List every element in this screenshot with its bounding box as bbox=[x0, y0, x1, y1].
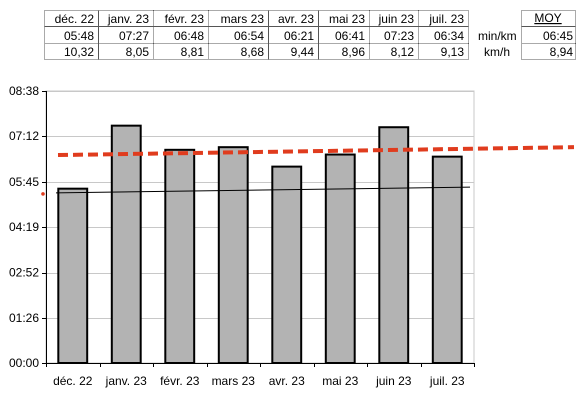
table-pace-1: 07:27 bbox=[119, 29, 149, 43]
y-tick-label-6: 08:38 bbox=[9, 84, 39, 98]
table-month-1: janv. 23 bbox=[107, 12, 149, 26]
x-tick-label-1: janv. 23 bbox=[105, 374, 147, 388]
table-month-4: avr. 23 bbox=[278, 12, 314, 26]
y-tick-label-0: 00:00 bbox=[9, 356, 39, 370]
x-tick-label-3: mars 23 bbox=[212, 374, 256, 388]
x-tick-label-7: juil. 23 bbox=[429, 374, 465, 388]
y-tick-label-2: 02:52 bbox=[9, 266, 39, 280]
reference-line-0 bbox=[57, 145, 575, 158]
bar-0 bbox=[57, 187, 89, 364]
bar-2 bbox=[164, 148, 196, 364]
reference-line-1 bbox=[55, 186, 471, 194]
y-axis-tick-labels: 00:00 01:26 02:52 04:19 05:45 07:12 08:38 bbox=[9, 84, 39, 370]
bar-series bbox=[57, 124, 463, 364]
x-tick-label-6: juin 23 bbox=[375, 374, 412, 388]
x-tick-label-0: déc. 22 bbox=[53, 374, 93, 388]
table-month-6: juin 23 bbox=[378, 12, 415, 26]
table-speed-3: 8,68 bbox=[241, 45, 265, 59]
bar-7 bbox=[431, 155, 463, 364]
table-month-2: févr. 23 bbox=[165, 12, 205, 26]
table-speed-4: 9,44 bbox=[291, 45, 315, 59]
average-header: MOY bbox=[534, 11, 561, 25]
reference-line-start-dot bbox=[41, 192, 45, 196]
trend-lines bbox=[41, 145, 575, 196]
table-speed-2: 8,81 bbox=[181, 45, 205, 59]
table-pace-5: 06:41 bbox=[335, 29, 365, 43]
table-speed-6: 8,12 bbox=[391, 45, 415, 59]
table-month-3: mars 23 bbox=[221, 12, 265, 26]
unit-pace: min/km bbox=[478, 29, 517, 43]
unit-speed: km/h bbox=[484, 45, 510, 59]
y-tick-label-3: 04:19 bbox=[9, 220, 39, 234]
x-tick-label-5: mai 23 bbox=[322, 374, 358, 388]
table-speed-0: 10,32 bbox=[64, 45, 94, 59]
table-speed-1: 8,05 bbox=[126, 45, 150, 59]
table-pace-0: 05:48 bbox=[64, 29, 94, 43]
table-month-7: juil. 23 bbox=[428, 12, 464, 26]
x-tick-label-4: avr. 23 bbox=[269, 374, 305, 388]
table-speed-5: 8,96 bbox=[342, 45, 366, 59]
bar-6 bbox=[378, 126, 410, 364]
table-month-5: mai 23 bbox=[329, 12, 365, 26]
average-speed: 8,94 bbox=[550, 45, 574, 59]
y-tick-label-1: 01:26 bbox=[9, 311, 39, 325]
bar-3 bbox=[217, 146, 249, 364]
table-pace-7: 06:34 bbox=[434, 29, 464, 43]
table-speed-7: 9,13 bbox=[441, 45, 465, 59]
y-tick-label-5: 07:12 bbox=[9, 129, 39, 143]
table-pace-4: 06:21 bbox=[284, 29, 314, 43]
bar-1 bbox=[110, 124, 142, 364]
table-month-0: déc. 22 bbox=[55, 12, 95, 26]
x-axis-tick-labels: déc. 22 janv. 23 févr. 23 mars 23 avr. 23 mai… bbox=[53, 374, 465, 388]
chart-grid bbox=[42, 90, 475, 367]
table-pace-3: 06:54 bbox=[234, 29, 264, 43]
average-pace: 06:45 bbox=[543, 29, 573, 43]
y-tick-label-4: 05:45 bbox=[9, 175, 39, 189]
table-pace-6: 07:23 bbox=[384, 29, 414, 43]
bar-5 bbox=[324, 153, 356, 364]
table-pace-2: 06:48 bbox=[174, 29, 204, 43]
x-tick-label-2: févr. 23 bbox=[160, 374, 200, 388]
summary-table: déc. 22 05:48 10,32 janv. 23 07:27 8,05 févr. … bbox=[44, 10, 576, 60]
bar-4 bbox=[271, 165, 303, 364]
